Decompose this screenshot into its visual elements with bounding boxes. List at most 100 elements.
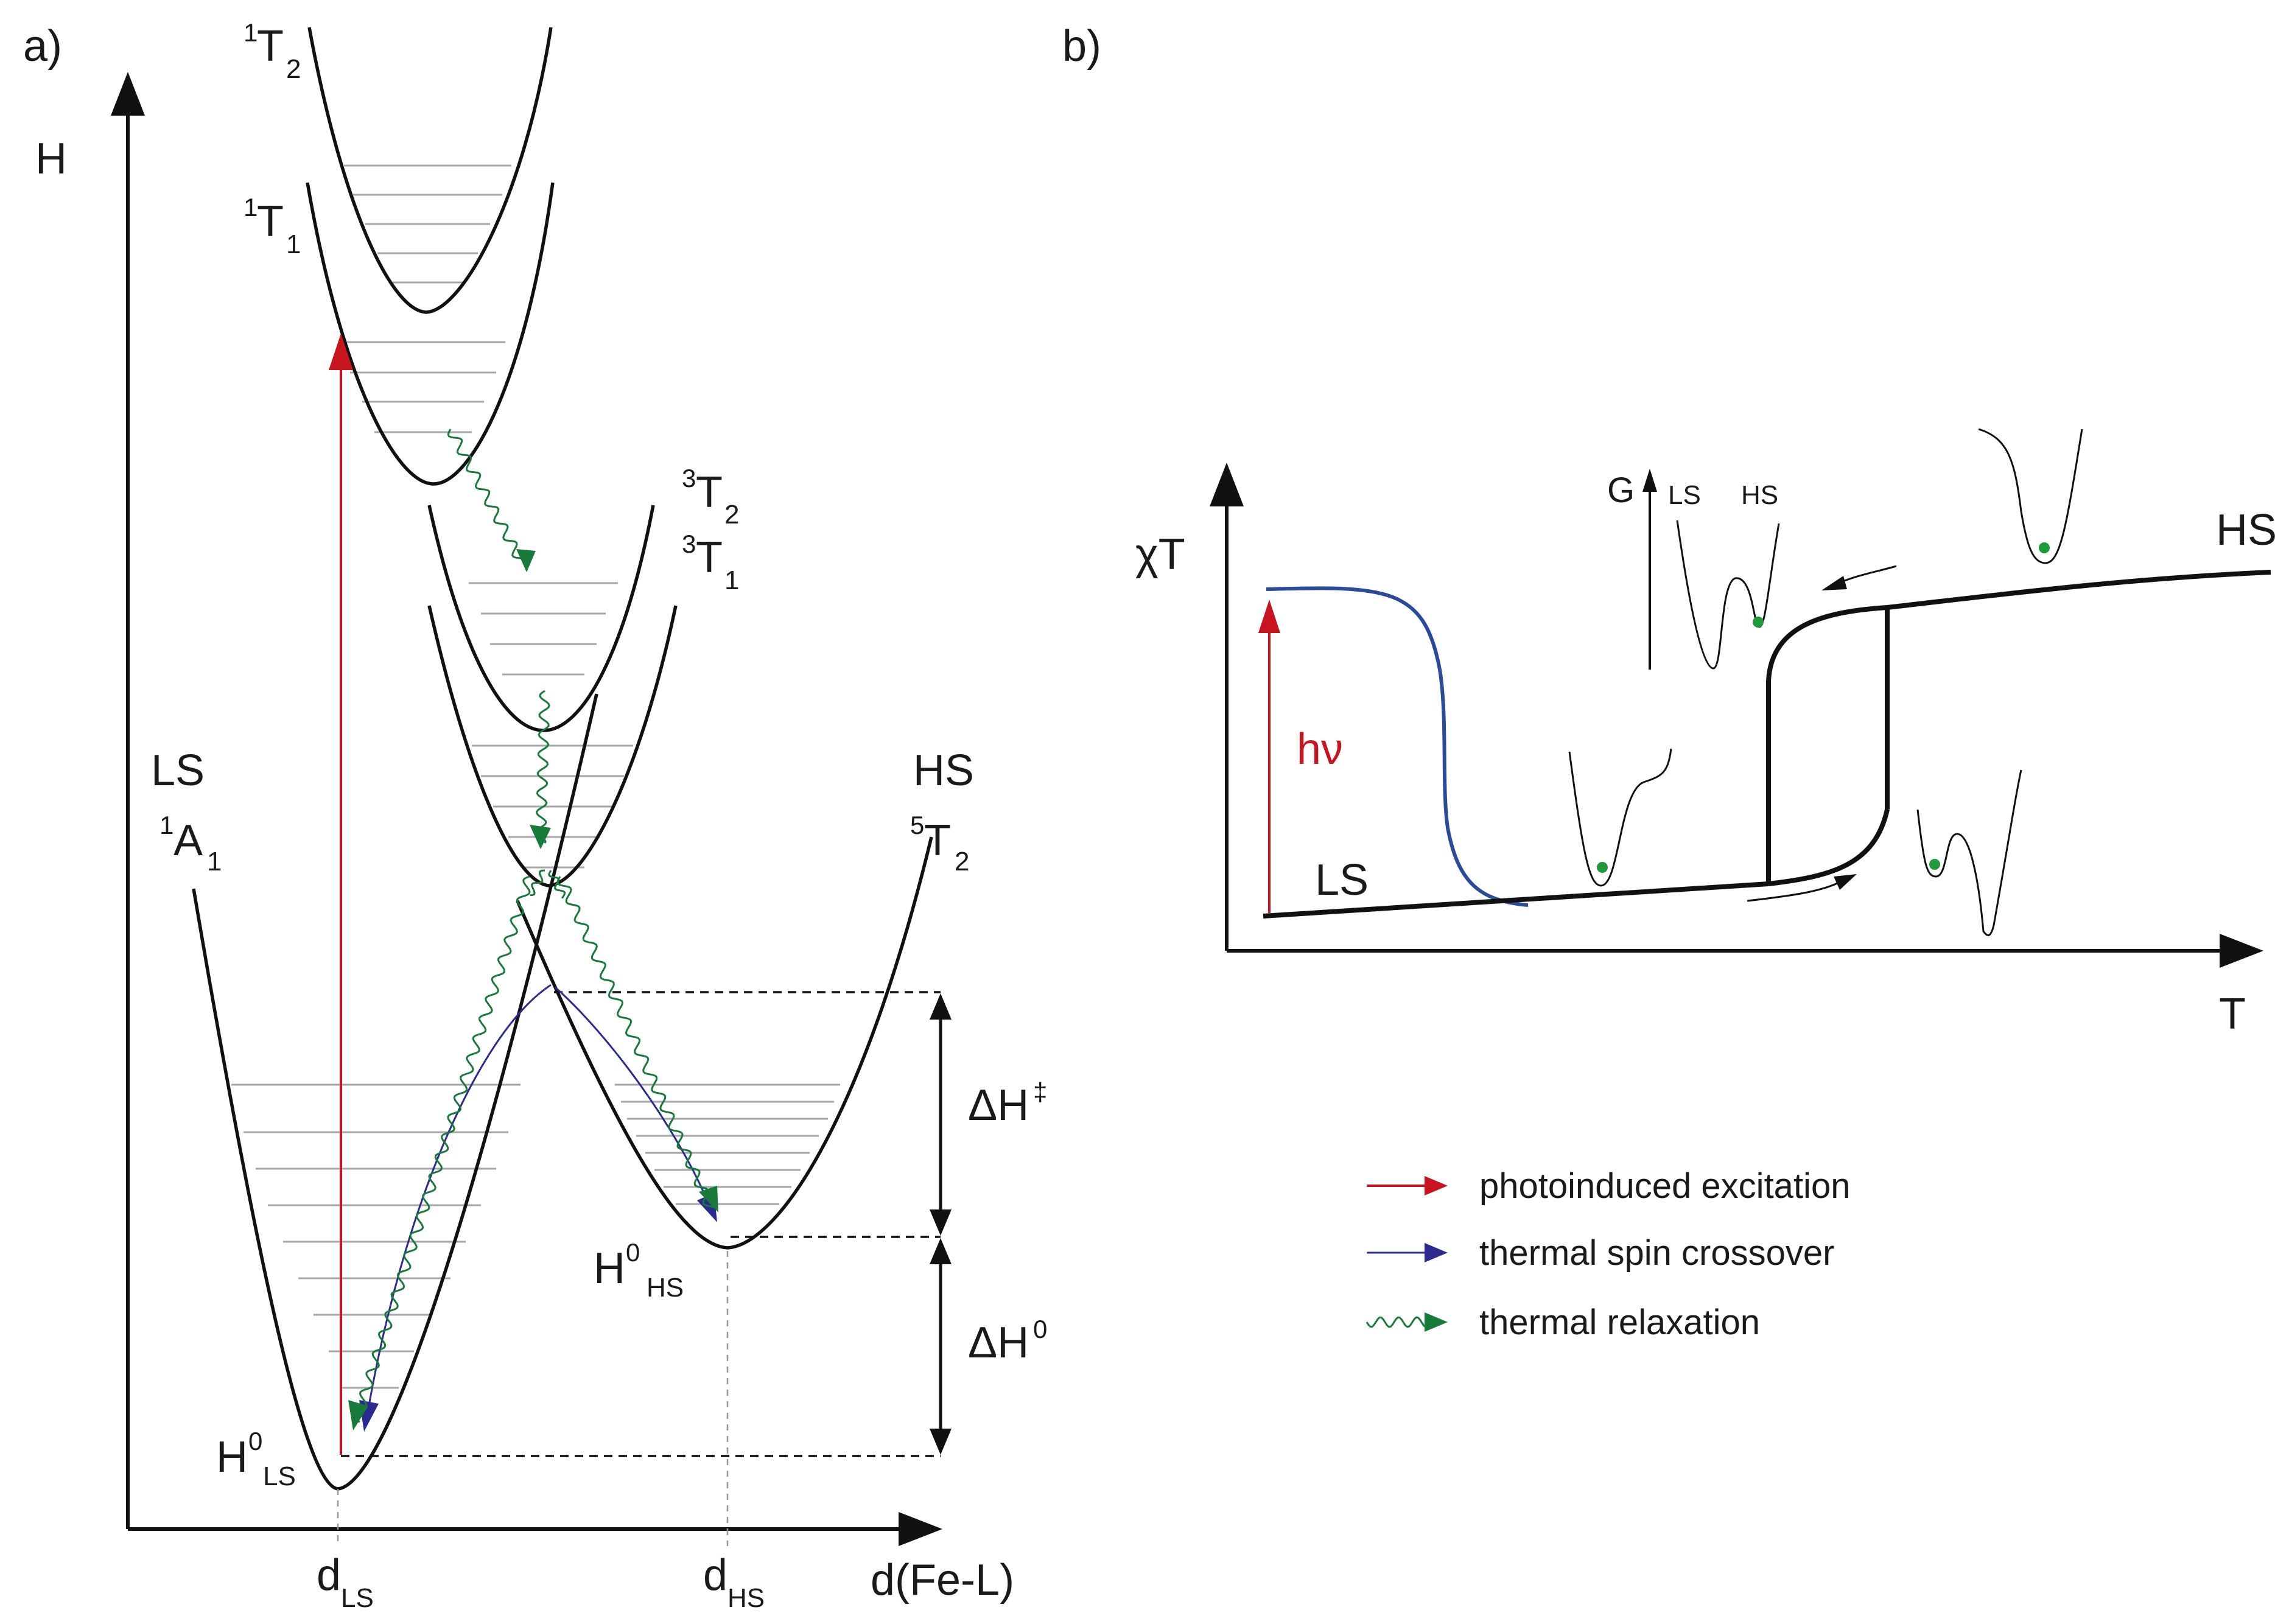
warming-arrow [1747,874,1857,902]
hysteresis-warming-branch [1768,809,1890,886]
legend-sco-arrowhead [1425,1243,1448,1262]
label-1t1: 1 T 1 [244,193,301,259]
svg-text:5: 5 [910,811,924,839]
legend-photo-label: photoinduced excitation [1479,1166,1850,1206]
vibrational-levels-1t2 [344,164,511,284]
svg-text:0: 0 [1033,1315,1047,1343]
svg-text:‡: ‡ [1033,1077,1047,1106]
vibrational-levels-hs [615,1083,840,1205]
inset-well-ls-favored [1568,748,1672,887]
legend-relax-item: thermal relaxation [1365,1303,1760,1342]
curve-1t1 [306,182,555,486]
svg-text:T: T [696,468,723,517]
label-h0-hs: H 0 HS [594,1238,684,1303]
vibrational-levels-ls [231,1083,521,1389]
population-dot [1597,862,1608,873]
vibrational-levels-1t1 [341,341,505,433]
label-d-hs: d HS [703,1551,765,1613]
x-axis-label: d(Fe-L) [871,1556,1014,1605]
ls-baseline [1263,881,1769,919]
legend-photo-item: photoinduced excitation [1367,1166,1850,1206]
svg-text:1: 1 [724,565,739,595]
panel-a: a) H d(Fe-L) [23,18,1047,1613]
label-hs-5t2: HS 5 T 2 [910,746,974,877]
vibrational-levels-3t1 [472,744,633,869]
legend-relax-label: thermal relaxation [1479,1303,1760,1342]
panel-a-label: a) [23,22,62,71]
svg-text:3: 3 [682,464,696,492]
svg-text:T: T [696,533,723,582]
liesst-relaxation-curve [1266,586,1529,907]
ls-branch-label: LS [1315,856,1369,905]
cooling-arrow [1821,565,1897,590]
b-x-axis-arrowhead [2220,934,2263,968]
svg-text:T: T [257,22,284,71]
legend: photoinduced excitation thermal spin cro… [1365,1166,1850,1342]
svg-text:1: 1 [207,847,222,877]
panel-b: b) χT T hν HS LS [1062,22,2275,1038]
legend-sco-item: thermal spin crossover [1367,1233,1834,1273]
inset-g-axis [1642,469,1657,670]
svg-text:HS: HS [727,1583,765,1613]
svg-text:A: A [174,816,203,865]
y-axis-arrowhead [111,72,145,116]
b-y-axis-arrowhead [1210,463,1244,506]
svg-text:HS: HS [647,1273,684,1303]
svg-text:T: T [257,197,284,246]
svg-text:2: 2 [955,847,969,877]
label-1t2: 1 T 2 [244,18,301,84]
svg-text:ΔH: ΔH [968,1081,1029,1130]
svg-text:d: d [703,1551,727,1600]
x-axis-arrowhead [899,1512,942,1546]
svg-text:LS: LS [341,1583,374,1613]
inset-well-hysteresis [1916,769,2022,936]
svg-text:H: H [216,1433,248,1482]
photo-excitation-arrow [329,334,353,1455]
label-3t2: 3 T 2 [682,464,739,530]
svg-text:1: 1 [244,193,258,222]
curve-hs-5t2 [516,836,933,1250]
svg-text:0: 0 [626,1238,640,1267]
svg-text:T: T [924,816,951,865]
thermal-relaxation-arrows [348,429,718,1430]
inset-hs-label: HS [1741,480,1778,510]
svg-text:H: H [594,1244,625,1293]
svg-text:1: 1 [286,229,301,259]
curve-ls-1a1 [192,693,598,1491]
legend-sco-label: thermal spin crossover [1479,1233,1834,1273]
svg-text:d: d [317,1551,341,1600]
y-axis-label: H [35,135,67,183]
legend-relax-arrowhead [1425,1312,1448,1332]
delta-h0-arrow [930,1238,952,1455]
hs-branch-label: HS [2216,506,2275,555]
svg-text:2: 2 [724,500,739,530]
svg-text:LS: LS [263,1461,296,1491]
b-x-axis-label: T [2219,990,2246,1038]
svg-text:1: 1 [159,811,174,839]
panel-b-label: b) [1062,22,1101,71]
svg-text:3: 3 [682,530,696,558]
label-delta-h-barrier: ΔH ‡ [968,1077,1047,1130]
curve-3t1 [427,605,678,887]
population-dot [1753,617,1764,628]
inset-g-label: G [1607,471,1635,510]
svg-text:0: 0 [248,1427,262,1455]
svg-text:LS: LS [151,746,205,795]
svg-text:HS: HS [913,746,974,795]
population-dot [2039,542,2050,553]
label-ls-1a1: LS 1 A 1 [151,746,222,877]
population-dot [1929,859,1940,870]
hv-label: hν [1297,725,1343,774]
hs-upper-branch [1766,570,2271,681]
delta-h-barrier-arrow [930,993,952,1236]
inset-ls-label: LS [1668,480,1701,510]
curve-1t2 [307,27,553,314]
svg-text:ΔH: ΔH [968,1318,1029,1367]
label-h0-ls: H 0 LS [216,1427,296,1491]
legend-photo-arrowhead [1425,1176,1448,1195]
label-3t1: 3 T 1 [682,530,739,595]
vibrational-levels-3t2 [469,582,618,676]
svg-text:2: 2 [286,54,301,84]
b-y-axis-label: χT [1135,530,1185,579]
